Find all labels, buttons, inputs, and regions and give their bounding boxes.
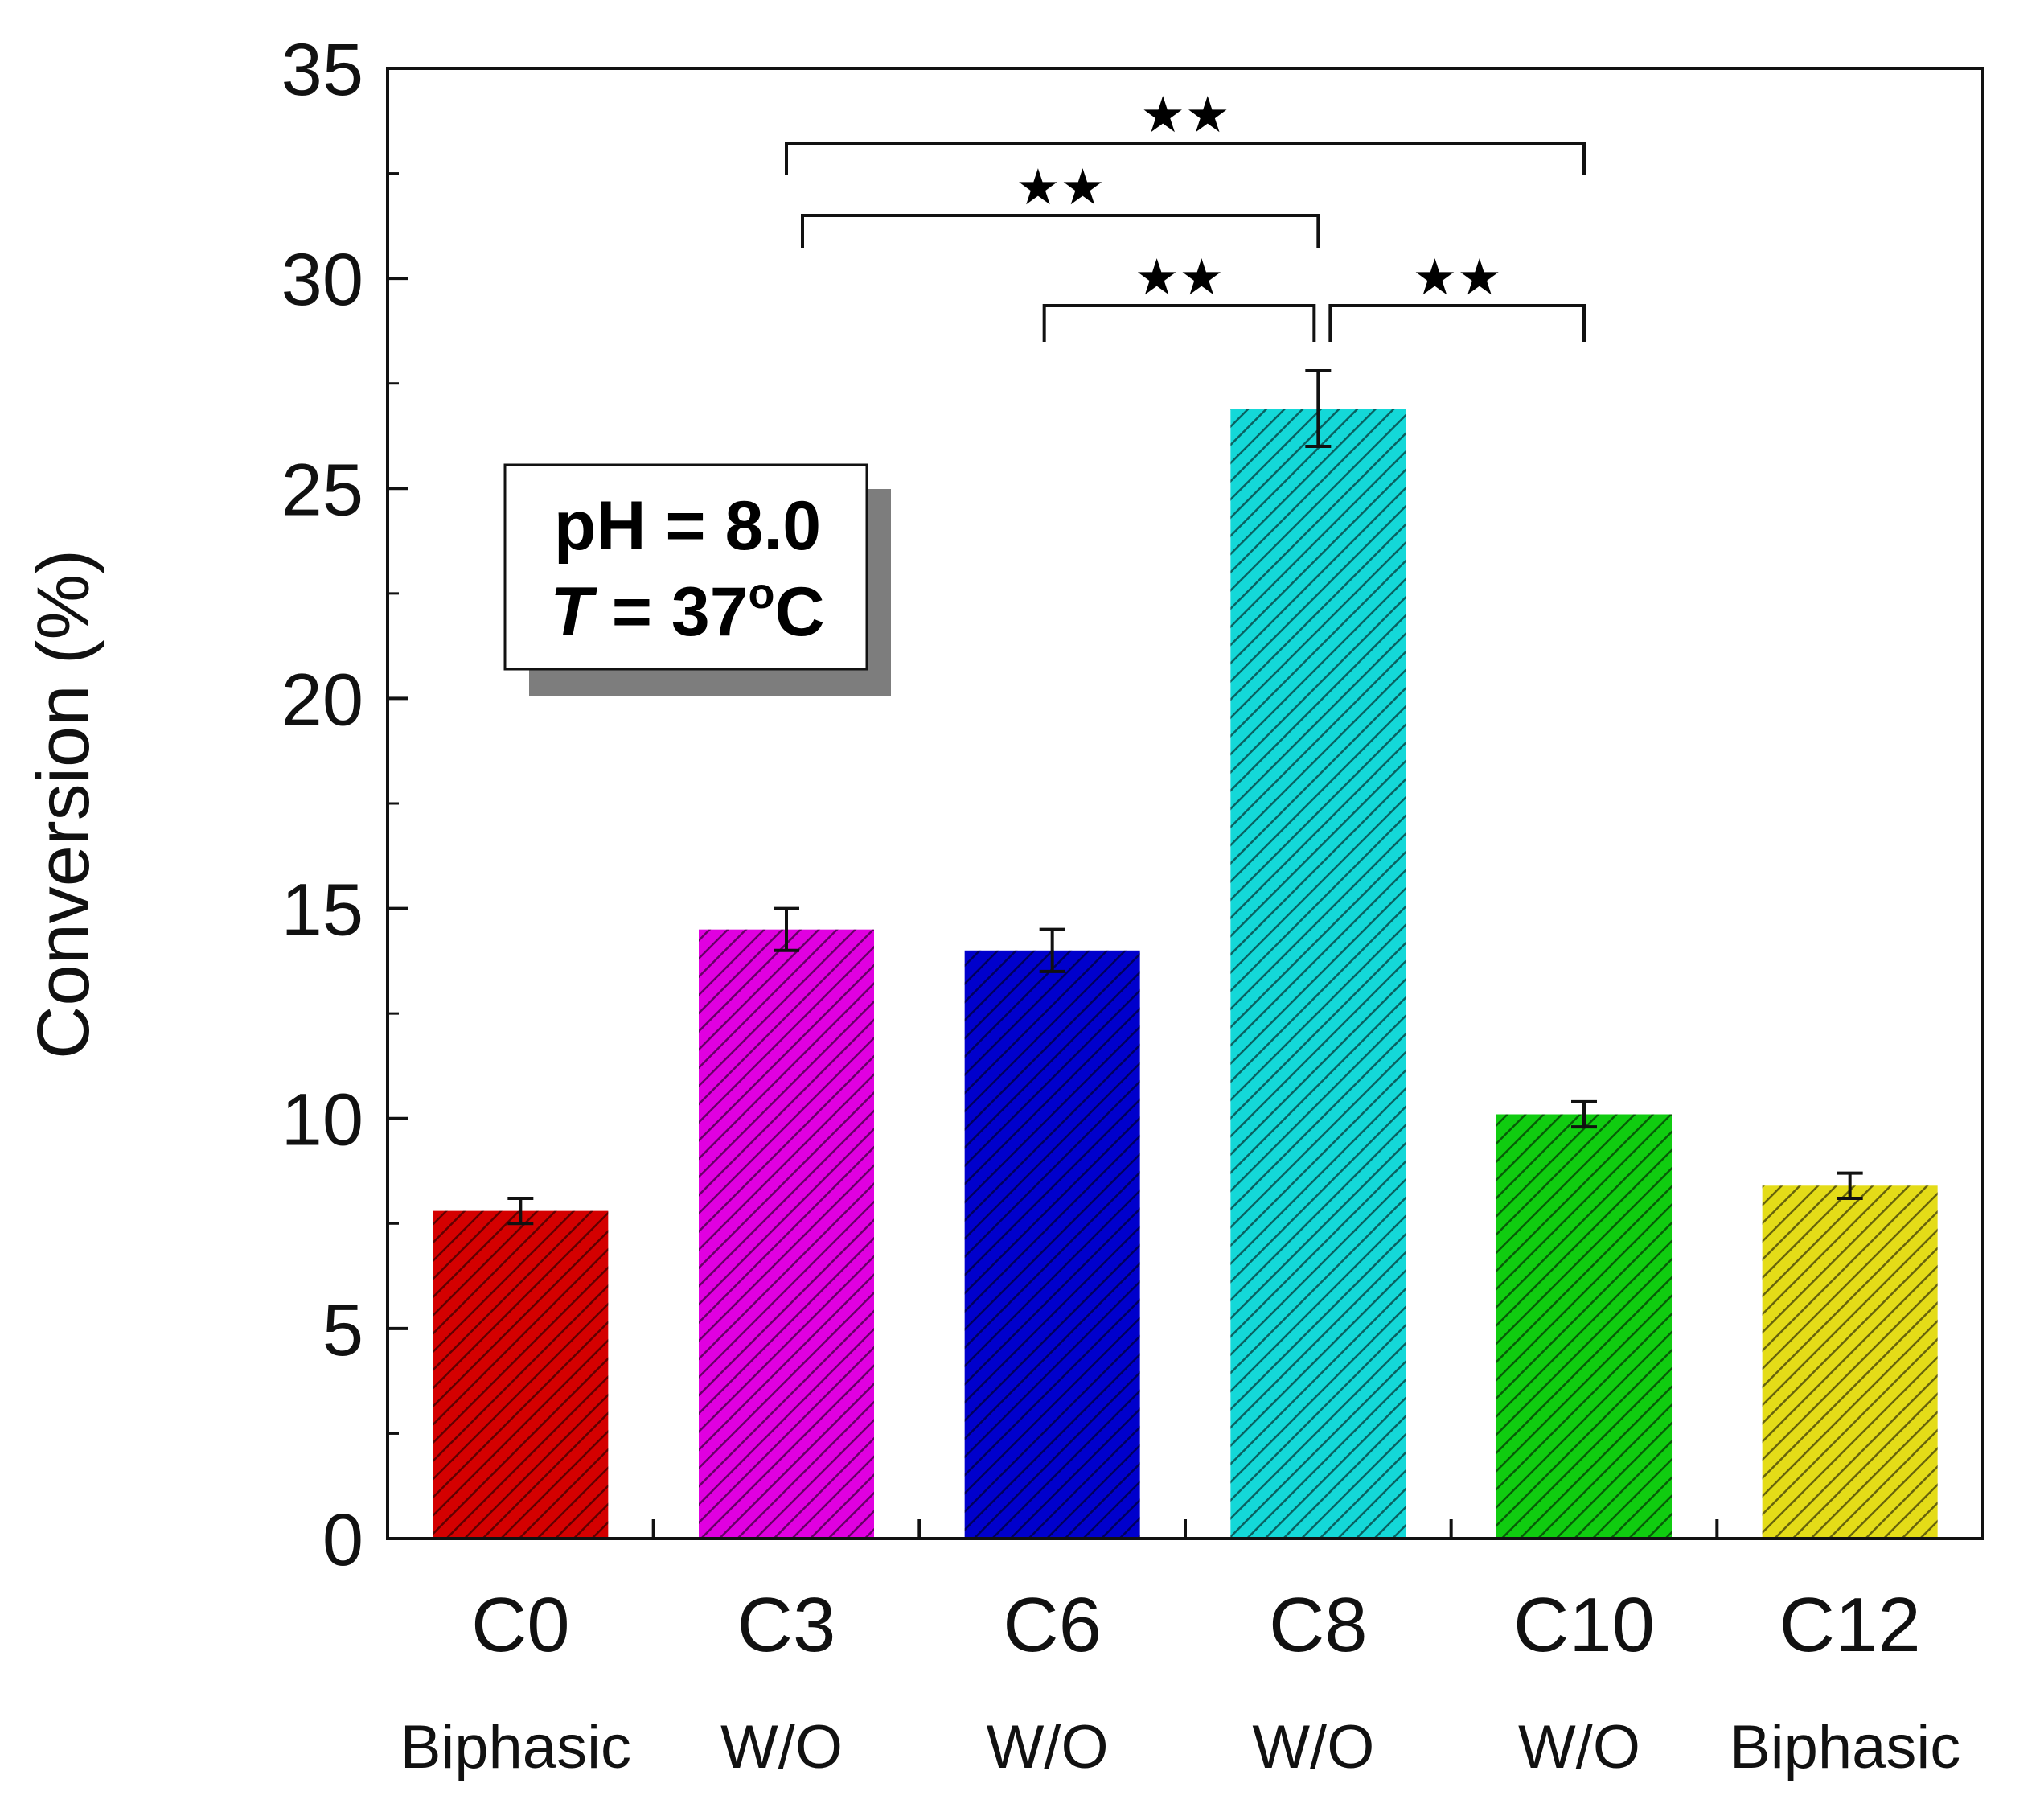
stars-sig-c3-c8: ★★ (1016, 158, 1105, 216)
stars-sig-c6-c8: ★★ (1135, 248, 1224, 306)
x-sublabel-c3: W/O (720, 1713, 843, 1781)
y-tick-label-10: 10 (281, 1079, 363, 1161)
y-tick-label-20: 20 (281, 659, 363, 741)
y-axis: 0 5 10 15 20 25 30 35 (281, 29, 408, 1581)
x-label-c12: C12 (1779, 1582, 1921, 1668)
x-sublabel-c10: W/O (1518, 1713, 1640, 1781)
x-label-c8: C8 (1269, 1582, 1368, 1668)
x-sublabel-c0: Biphasic (400, 1713, 631, 1781)
bar-hatch-c8 (1230, 409, 1406, 1539)
annotation-box (503, 463, 868, 671)
bar-hatch-c0 (433, 1210, 609, 1539)
bracket-sig-c8-c10 (1328, 304, 1586, 342)
x-label-c10: C10 (1513, 1582, 1655, 1668)
annotation-degree: o (749, 569, 775, 618)
x-sublabel-c6: W/O (987, 1713, 1109, 1781)
annotation-temp-unit: C (775, 573, 825, 651)
x-label-c3: C3 (737, 1582, 836, 1668)
x-axis: C0 Biphasic C3 W/O C6 W/O C8 W/O C10 W/O C12 Biphas… (400, 1519, 1960, 1781)
x-label-c0: C0 (471, 1582, 570, 1668)
annotation-temp-value: = 37 (593, 573, 749, 651)
y-tick-label-15: 15 (281, 869, 363, 951)
significance-brackets: ★★ ★★ ★★ ★★ (785, 85, 1586, 342)
annotation-ph: pH = 8.0 (554, 487, 821, 565)
bar-hatch-c10 (1496, 1114, 1672, 1539)
y-tick-label-5: 5 (322, 1289, 363, 1371)
stars-sig-c8-c10: ★★ (1413, 248, 1502, 306)
x-sublabel-c12: Biphasic (1730, 1713, 1960, 1781)
y-axis-label: Conversion (%) (23, 549, 105, 1059)
bracket-sig-c6-c8 (1042, 304, 1316, 342)
bar-hatch-c6 (964, 950, 1140, 1539)
bars-group (433, 409, 1938, 1539)
bracket-sig-c3-c10 (785, 142, 1586, 175)
y-tick-label-30: 30 (281, 239, 363, 321)
error-bars-group (507, 369, 1863, 1226)
stars-sig-c3-c10: ★★ (1140, 85, 1229, 144)
y-tick-label-25: 25 (281, 449, 363, 531)
y-tick-label-35: 35 (281, 29, 363, 111)
bar-hatch-c12 (1762, 1185, 1938, 1539)
x-label-c6: C6 (1003, 1582, 1102, 1668)
y-tick-label-0: 0 (322, 1499, 363, 1581)
x-sublabel-c8: W/O (1252, 1713, 1374, 1781)
annotation-temp-symbol: T (550, 573, 597, 651)
bar-hatch-c3 (699, 929, 874, 1539)
bracket-sig-c3-c8 (801, 214, 1320, 248)
annotation-temperature: T = 37oC (550, 569, 824, 651)
condition-annotation: pH = 8.0 T = 37oC (503, 463, 891, 696)
